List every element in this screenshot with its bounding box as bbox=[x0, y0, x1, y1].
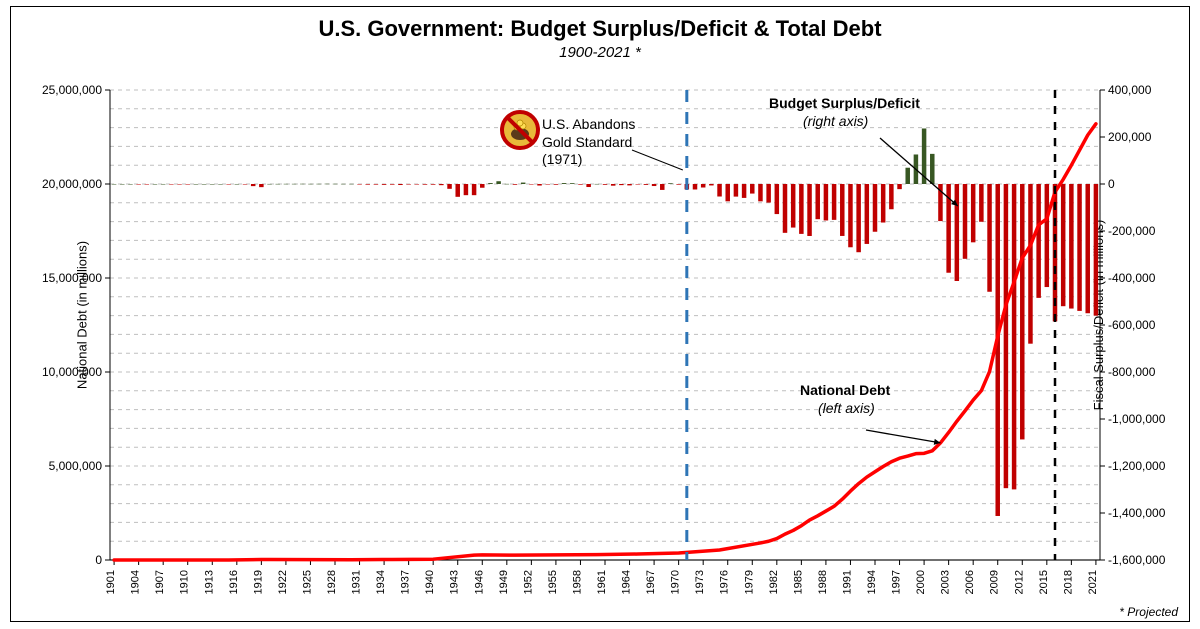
svg-text:1940: 1940 bbox=[424, 570, 436, 594]
budget-series-label: Budget Surplus/Deficit (right axis) bbox=[769, 95, 920, 130]
svg-text:-600,000: -600,000 bbox=[1108, 318, 1156, 332]
svg-text:1916: 1916 bbox=[228, 570, 240, 594]
svg-text:1949: 1949 bbox=[498, 570, 510, 594]
svg-text:1907: 1907 bbox=[154, 570, 166, 594]
svg-text:5,000,000: 5,000,000 bbox=[49, 459, 103, 473]
svg-text:2003: 2003 bbox=[940, 570, 952, 594]
svg-text:2018: 2018 bbox=[1062, 570, 1074, 594]
svg-text:-400,000: -400,000 bbox=[1108, 271, 1156, 285]
svg-text:0: 0 bbox=[1108, 177, 1115, 191]
svg-text:-1,600,000: -1,600,000 bbox=[1108, 553, 1166, 567]
svg-text:400,000: 400,000 bbox=[1108, 83, 1152, 97]
svg-text:200,000: 200,000 bbox=[1108, 130, 1152, 144]
chart-svg: 0 5,000,000 10,000,000 15,000,000 20,000,000… bbox=[0, 0, 1200, 629]
svg-text:1988: 1988 bbox=[817, 570, 829, 594]
svg-text:-1,400,000: -1,400,000 bbox=[1108, 506, 1166, 520]
svg-text:1985: 1985 bbox=[792, 570, 804, 594]
svg-text:2006: 2006 bbox=[964, 570, 976, 594]
svg-text:25,000,000: 25,000,000 bbox=[42, 83, 102, 97]
svg-text:1937: 1937 bbox=[400, 570, 412, 594]
svg-text:1952: 1952 bbox=[522, 570, 534, 594]
svg-text:1976: 1976 bbox=[719, 570, 731, 594]
svg-text:1946: 1946 bbox=[473, 570, 485, 594]
svg-text:1997: 1997 bbox=[891, 570, 903, 594]
svg-text:1928: 1928 bbox=[326, 570, 338, 594]
svg-text:1934: 1934 bbox=[375, 570, 387, 594]
svg-text:1922: 1922 bbox=[277, 570, 289, 594]
svg-text:1967: 1967 bbox=[645, 570, 657, 594]
svg-text:0: 0 bbox=[95, 553, 102, 567]
svg-text:1901: 1901 bbox=[105, 570, 117, 594]
svg-text:2000: 2000 bbox=[915, 570, 927, 594]
svg-text:1943: 1943 bbox=[449, 570, 461, 594]
svg-text:1904: 1904 bbox=[130, 570, 142, 594]
svg-text:-1,000,000: -1,000,000 bbox=[1108, 412, 1166, 426]
svg-text:15,000,000: 15,000,000 bbox=[42, 271, 102, 285]
svg-text:1970: 1970 bbox=[670, 570, 682, 594]
svg-text:1931: 1931 bbox=[351, 570, 363, 594]
svg-text:1958: 1958 bbox=[571, 570, 583, 594]
svg-text:1964: 1964 bbox=[621, 570, 633, 594]
svg-text:20,000,000: 20,000,000 bbox=[42, 177, 102, 191]
svg-text:-1,200,000: -1,200,000 bbox=[1108, 459, 1166, 473]
svg-text:2021: 2021 bbox=[1087, 570, 1099, 594]
svg-text:1925: 1925 bbox=[301, 570, 313, 594]
svg-text:2009: 2009 bbox=[989, 570, 1001, 594]
svg-text:1994: 1994 bbox=[866, 570, 878, 594]
svg-text:1991: 1991 bbox=[841, 570, 853, 594]
svg-text:1910: 1910 bbox=[179, 570, 191, 594]
svg-text:1979: 1979 bbox=[743, 570, 755, 594]
svg-text:1955: 1955 bbox=[547, 570, 559, 594]
svg-text:2015: 2015 bbox=[1038, 570, 1050, 594]
svg-text:1913: 1913 bbox=[203, 570, 215, 594]
svg-text:-200,000: -200,000 bbox=[1108, 224, 1156, 238]
debt-series-label: National Debt (left axis) bbox=[800, 382, 890, 417]
svg-text:-800,000: -800,000 bbox=[1108, 365, 1156, 379]
gold-standard-label: U.S. Abandons Gold Standard (1971) bbox=[542, 116, 635, 169]
svg-text:1961: 1961 bbox=[596, 570, 608, 594]
footnote-projected: * Projected bbox=[1119, 605, 1178, 619]
svg-text:10,000,000: 10,000,000 bbox=[42, 365, 102, 379]
svg-text:2012: 2012 bbox=[1013, 570, 1025, 594]
svg-text:1919: 1919 bbox=[252, 570, 264, 594]
svg-text:1973: 1973 bbox=[694, 570, 706, 594]
svg-text:1982: 1982 bbox=[768, 570, 780, 594]
